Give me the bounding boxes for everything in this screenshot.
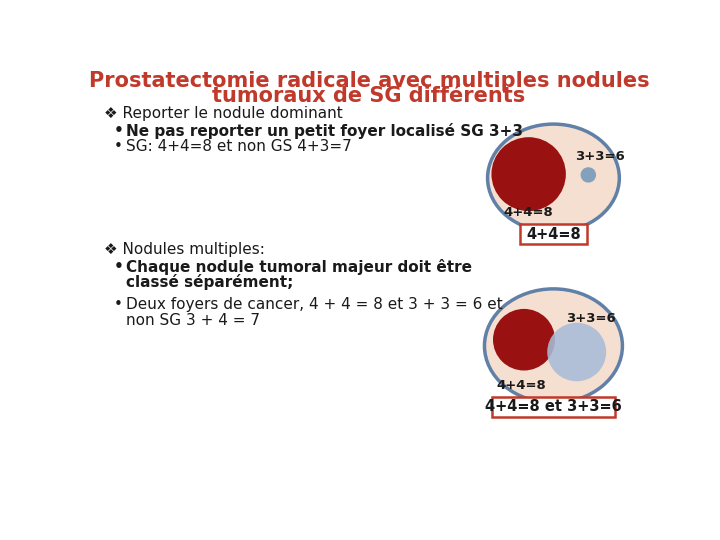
- Text: Deux foyers de cancer, 4 + 4 = 8 et 3 + 3 = 6 et: Deux foyers de cancer, 4 + 4 = 8 et 3 + …: [126, 298, 503, 312]
- Text: classé séparément;: classé séparément;: [126, 274, 293, 290]
- Text: •: •: [113, 139, 122, 154]
- Text: Ne pas reporter un petit foyer localisé SG 3+3: Ne pas reporter un petit foyer localisé …: [126, 123, 523, 139]
- Text: 4+4=8 et 3+3=6: 4+4=8 et 3+3=6: [485, 399, 622, 414]
- Ellipse shape: [487, 124, 619, 232]
- Text: Chaque nodule tumoral majeur doit être: Chaque nodule tumoral majeur doit être: [126, 259, 472, 275]
- Text: ❖ Reporter le nodule dominant: ❖ Reporter le nodule dominant: [104, 106, 343, 120]
- Circle shape: [580, 167, 596, 183]
- Text: non SG 3 + 4 = 7: non SG 3 + 4 = 7: [126, 313, 260, 328]
- FancyBboxPatch shape: [520, 224, 587, 244]
- Text: 3+3=6: 3+3=6: [566, 313, 616, 326]
- Text: Prostatectomie radicale avec multiples nodules: Prostatectomie radicale avec multiples n…: [89, 71, 649, 91]
- Ellipse shape: [485, 289, 622, 403]
- Text: SG: 4+4=8 et non GS 4+3=7: SG: 4+4=8 et non GS 4+3=7: [126, 139, 351, 154]
- Text: •: •: [113, 259, 123, 274]
- Text: 4+4=8: 4+4=8: [526, 227, 581, 242]
- FancyBboxPatch shape: [492, 397, 615, 417]
- Circle shape: [547, 323, 606, 381]
- Text: 4+4=8: 4+4=8: [496, 380, 546, 393]
- Text: •: •: [113, 298, 122, 312]
- Text: tumoraux de SG différents: tumoraux de SG différents: [212, 85, 526, 106]
- Text: •: •: [113, 123, 123, 138]
- Text: ❖ Nodules multiples:: ❖ Nodules multiples:: [104, 242, 265, 257]
- Text: 3+3=6: 3+3=6: [575, 150, 625, 163]
- Circle shape: [492, 137, 566, 211]
- Circle shape: [493, 309, 555, 370]
- Text: 4+4=8: 4+4=8: [504, 206, 554, 219]
